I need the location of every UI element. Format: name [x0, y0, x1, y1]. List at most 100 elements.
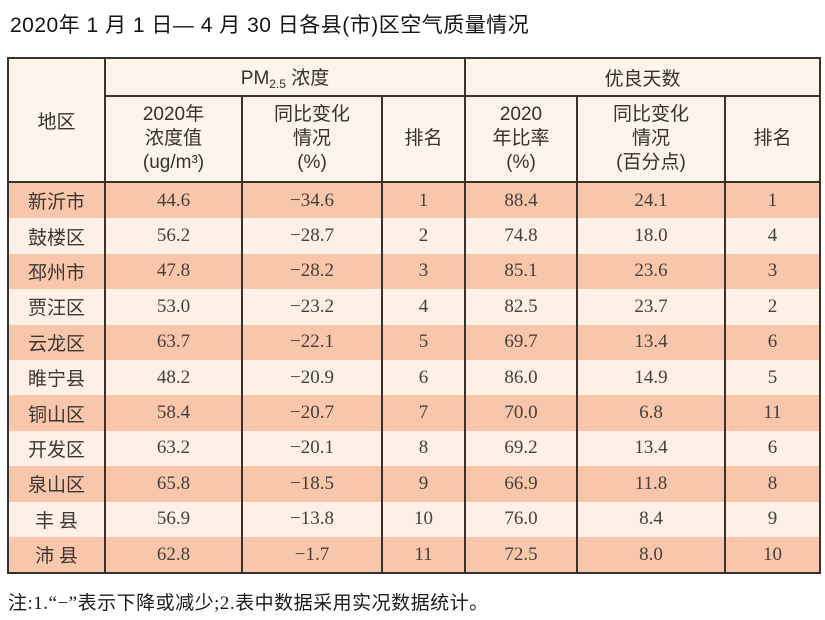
column-header-good-ratio: 2020 年比率 (%)	[464, 96, 578, 183]
cell-good-rank: 10	[723, 536, 822, 574]
cell-pm-rank: 4	[381, 289, 466, 325]
column-header-pm-change: 同比变化 情况 (%)	[241, 96, 383, 183]
page-title: 2020年 1 月 1 日— 4 月 30 日各县(市)区空气质量情况	[10, 14, 530, 37]
cell-pm-value: 47.8	[104, 253, 243, 290]
cell-pm-change: −28.2	[241, 253, 383, 290]
cell-pm-rank: 2	[381, 218, 466, 254]
cell-region: 沛 县	[7, 536, 106, 574]
cell-region: 开发区	[7, 430, 106, 467]
table-row: 贾汪区 53.0 −23.2 4 82.5 23.7 2	[7, 289, 822, 325]
pm25-label-rest: 浓度	[285, 68, 330, 89]
cell-pm-change: −22.1	[241, 324, 383, 360]
cell-pm-rank: 1	[381, 182, 466, 219]
cell-good-change: 18.0	[576, 218, 726, 254]
cell-pm-change: −18.5	[241, 466, 383, 502]
cell-pm-change: −20.7	[241, 395, 383, 431]
column-header-good-change: 同比变化 情况 (百分点)	[576, 96, 726, 183]
cell-pm-rank: 6	[381, 359, 466, 396]
cell-pm-rank: 9	[381, 466, 466, 502]
table-row: 开发区 63.2 −20.1 8 69.2 13.4 6	[7, 430, 822, 467]
cell-region: 云龙区	[7, 324, 106, 360]
cell-good-rank: 6	[723, 430, 822, 467]
cell-pm-change: −23.2	[241, 289, 383, 325]
table-row: 云龙区 63.7 −22.1 5 69.7 13.4 6	[7, 324, 822, 360]
pm25-label-base: PM	[240, 68, 270, 89]
cell-good-rank: 11	[723, 395, 822, 431]
column-header-pm-rank: 排名	[381, 96, 466, 183]
cell-good-ratio: 76.0	[464, 501, 578, 537]
column-header-pm-value: 2020年 浓度值 (ug/m³)	[104, 96, 243, 183]
column-header-region: 地区	[7, 58, 106, 183]
cell-good-rank: 6	[723, 324, 822, 360]
cell-good-ratio: 69.7	[464, 324, 578, 360]
cell-good-ratio: 82.5	[464, 289, 578, 325]
cell-pm-rank: 3	[381, 253, 466, 290]
cell-good-change: 13.4	[576, 324, 726, 360]
header-sub-row: 2020年 浓度值 (ug/m³) 同比变化 情况 (%) 排名 2020 年比…	[8, 96, 822, 183]
cell-pm-change: −20.1	[241, 430, 383, 467]
pm25-label-subscript: 2.5	[269, 77, 286, 91]
cell-region: 鼓楼区	[7, 218, 106, 254]
cell-region: 丰 县	[7, 501, 106, 537]
cell-pm-value: 65.8	[104, 466, 243, 502]
cell-good-rank: 8	[723, 466, 822, 502]
cell-pm-value: 58.4	[104, 395, 243, 431]
cell-pm-rank: 5	[381, 324, 466, 360]
cell-good-change: 14.9	[576, 359, 726, 396]
cell-pm-value: 53.0	[104, 289, 243, 325]
table-row: 沛 县 62.8 −1.7 11 72.5 8.0 10	[7, 536, 822, 574]
cell-good-rank: 9	[723, 501, 822, 537]
cell-good-change: 24.1	[576, 182, 726, 219]
cell-pm-change: −1.7	[241, 536, 383, 574]
cell-good-change: 13.4	[576, 430, 726, 467]
cell-pm-value: 48.2	[104, 359, 243, 396]
cell-region: 贾汪区	[7, 289, 106, 325]
cell-pm-value: 63.2	[104, 430, 243, 467]
cell-good-change: 23.6	[576, 253, 726, 290]
cell-good-rank: 2	[723, 289, 822, 325]
table-row: 丰 县 56.9 −13.8 10 76.0 8.4 9	[7, 501, 822, 537]
cell-pm-value: 44.6	[104, 182, 243, 219]
table-row: 鼓楼区 56.2 −28.7 2 74.8 18.0 4	[7, 218, 822, 254]
cell-good-rank: 5	[723, 359, 822, 396]
air-quality-table: 地区 PM2.5 浓度 优良天数 2020年 浓度值 (ug/m³) 同比变化 …	[7, 57, 822, 575]
cell-region: 睢宁县	[7, 359, 106, 396]
table-row: 新沂市 44.6 −34.6 1 88.4 24.1 1	[7, 182, 822, 219]
table-row: 邳州市 47.8 −28.2 3 85.1 23.6 3	[7, 253, 822, 290]
header-group-row: 地区 PM2.5 浓度 优良天数	[7, 58, 822, 183]
cell-good-ratio: 72.5	[464, 536, 578, 574]
cell-region: 铜山区	[7, 395, 106, 431]
cell-good-ratio: 88.4	[464, 182, 578, 219]
cell-region: 泉山区	[7, 466, 106, 502]
cell-good-change: 6.8	[576, 395, 726, 431]
cell-pm-value: 62.8	[104, 536, 243, 574]
cell-pm-value: 56.9	[104, 501, 243, 537]
cell-pm-change: −20.9	[241, 359, 383, 396]
cell-good-change: 8.0	[576, 536, 726, 574]
cell-good-change: 11.8	[576, 466, 726, 502]
cell-good-ratio: 86.0	[464, 359, 578, 396]
cell-good-ratio: 69.2	[464, 430, 578, 467]
column-group-pm25: PM2.5 浓度	[104, 58, 466, 97]
cell-good-rank: 4	[723, 218, 822, 254]
table-row: 铜山区 58.4 −20.7 7 70.0 6.8 11	[7, 395, 822, 431]
table-body: 新沂市 44.6 −34.6 1 88.4 24.1 1 鼓楼区 56.2 −28.7 2 74.8 1…	[7, 182, 822, 574]
cell-pm-change: −28.7	[241, 218, 383, 254]
cell-pm-change: −13.8	[241, 501, 383, 537]
cell-pm-rank: 10	[381, 501, 466, 537]
cell-pm-rank: 11	[381, 536, 466, 574]
cell-good-change: 23.7	[576, 289, 726, 325]
cell-good-rank: 1	[723, 182, 822, 219]
cell-region: 新沂市	[7, 182, 106, 219]
cell-pm-value: 56.2	[104, 218, 243, 254]
footnote: 注:1.“−”表示下降或减少;2.表中数据采用实况数据统计。	[8, 593, 489, 614]
cell-good-ratio: 70.0	[464, 395, 578, 431]
column-header-good-rank: 排名	[723, 96, 822, 183]
table-header: 地区 PM2.5 浓度 优良天数 2020年 浓度值 (ug/m³) 同比变化 …	[7, 58, 822, 183]
cell-region: 邳州市	[7, 253, 106, 290]
table-row: 泉山区 65.8 −18.5 9 66.9 11.8 8	[7, 466, 822, 502]
cell-good-ratio: 85.1	[464, 253, 578, 290]
cell-good-ratio: 66.9	[464, 466, 578, 502]
cell-pm-rank: 7	[381, 395, 466, 431]
